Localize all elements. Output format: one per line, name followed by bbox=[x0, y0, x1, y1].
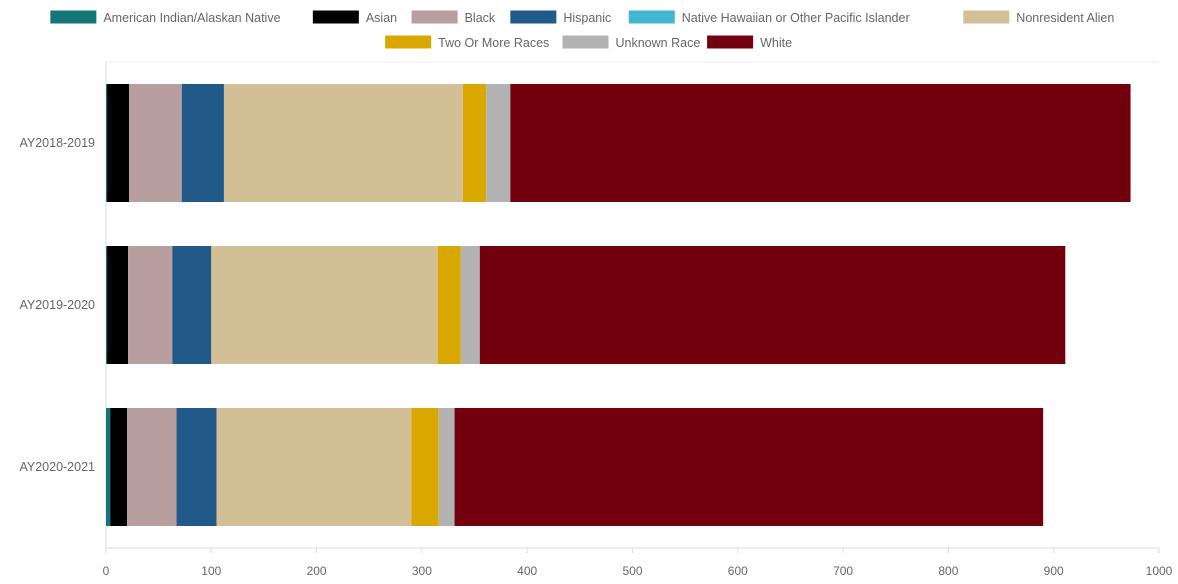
bar-american-indian-alaskan-native-ay2018-2019[interactable] bbox=[106, 84, 108, 202]
legend-item-hispanic[interactable]: Hispanic bbox=[510, 10, 611, 26]
bar-white-ay2019-2020[interactable] bbox=[479, 246, 1066, 364]
bar-hispanic-ay2019-2020[interactable] bbox=[172, 246, 212, 364]
legend-item-white[interactable]: White bbox=[707, 35, 792, 51]
bar-nonresident-alien-ay2018-2019[interactable] bbox=[223, 84, 463, 202]
bar-unknown-race-ay2020-2021[interactable] bbox=[438, 408, 455, 526]
x-tick-label: 100 bbox=[201, 564, 221, 578]
category-label-ay2020-2021: AY2020-2021 bbox=[19, 460, 95, 474]
value-axis: 0 100 200 300 400 500 600 700 800 900 1000 bbox=[103, 548, 1173, 578]
legend-label: Hispanic bbox=[563, 11, 611, 25]
bar-asian-ay2019-2020[interactable] bbox=[107, 246, 129, 364]
category-axis: AY2018-2019 AY2019-2020 AY2020-2021 bbox=[19, 136, 95, 474]
bar-two-or-more-races-ay2018-2019[interactable] bbox=[462, 84, 487, 202]
bar-two-or-more-races-ay2019-2020[interactable] bbox=[437, 246, 461, 364]
x-tick-label: 500 bbox=[622, 564, 642, 578]
legend-item-american-indian-alaskan-native[interactable]: American Indian/Alaskan Native bbox=[50, 10, 281, 26]
legend-label: American Indian/Alaskan Native bbox=[103, 11, 280, 25]
bar-unknown-race-ay2018-2019[interactable] bbox=[486, 84, 511, 202]
x-tick-label: 900 bbox=[1044, 564, 1064, 578]
bar-black-ay2020-2021[interactable] bbox=[127, 408, 177, 526]
legend-label: Nonresident Alien bbox=[1016, 11, 1114, 25]
legend-swatch bbox=[963, 10, 1010, 24]
legend-item-nonresident-alien[interactable]: Nonresident Alien bbox=[963, 10, 1114, 26]
legend-swatch bbox=[707, 35, 754, 49]
x-tick-label: 600 bbox=[728, 564, 748, 578]
legend-label: Asian bbox=[366, 11, 397, 25]
bar-black-ay2018-2019[interactable] bbox=[129, 84, 182, 202]
bars bbox=[106, 84, 1131, 526]
bar-unknown-race-ay2019-2020[interactable] bbox=[460, 246, 480, 364]
bar-asian-ay2018-2019[interactable] bbox=[107, 84, 130, 202]
bar-american-indian-alaskan-native-ay2020-2021[interactable] bbox=[106, 408, 111, 526]
legend-label: Black bbox=[465, 11, 496, 25]
x-tick-label: 200 bbox=[307, 564, 327, 578]
legend-item-native-hawaiian-or-other-pacific-islander[interactable]: Native Hawaiian or Other Pacific Islande… bbox=[628, 10, 910, 26]
legend-label: Unknown Race bbox=[616, 36, 701, 50]
legend-swatch bbox=[510, 10, 557, 24]
category-label-ay2019-2020: AY2019-2020 bbox=[19, 298, 95, 312]
bar-white-ay2020-2021[interactable] bbox=[454, 408, 1044, 526]
x-tick-label: 800 bbox=[938, 564, 958, 578]
bar-asian-ay2020-2021[interactable] bbox=[110, 408, 128, 526]
legend-label: White bbox=[760, 36, 792, 50]
legend-item-two-or-more-races[interactable]: Two Or More Races bbox=[385, 35, 549, 51]
bar-nonresident-alien-ay2019-2020[interactable] bbox=[211, 246, 438, 364]
bar-group-ay2020-2021 bbox=[106, 408, 1044, 526]
x-tick-label: 700 bbox=[833, 564, 853, 578]
x-tick-label: 1000 bbox=[1146, 564, 1173, 578]
bar-nonresident-alien-ay2020-2021[interactable] bbox=[216, 408, 412, 526]
legend-swatch bbox=[411, 10, 458, 24]
legend-swatch bbox=[50, 10, 97, 24]
x-tick-label: 0 bbox=[103, 564, 110, 578]
legend: American Indian/Alaskan Native Asian Black… bbox=[50, 10, 1114, 51]
category-label-ay2018-2019: AY2018-2019 bbox=[19, 136, 95, 150]
legend-item-black[interactable]: Black bbox=[411, 10, 496, 26]
legend-swatch bbox=[385, 35, 432, 49]
x-tick-label: 300 bbox=[412, 564, 432, 578]
legend-item-asian[interactable]: Asian bbox=[312, 10, 397, 26]
bar-hispanic-ay2018-2019[interactable] bbox=[181, 84, 224, 202]
legend-label: Native Hawaiian or Other Pacific Islande… bbox=[682, 11, 910, 25]
bar-group-ay2018-2019 bbox=[106, 84, 1131, 202]
legend-swatch bbox=[628, 10, 675, 24]
bar-white-ay2018-2019[interactable] bbox=[510, 84, 1131, 202]
bar-american-indian-alaskan-native-ay2019-2020[interactable] bbox=[106, 246, 108, 364]
bar-black-ay2019-2020[interactable] bbox=[128, 246, 173, 364]
bar-hispanic-ay2020-2021[interactable] bbox=[176, 408, 217, 526]
legend-label: Two Or More Races bbox=[438, 36, 549, 50]
bar-two-or-more-races-ay2020-2021[interactable] bbox=[411, 408, 439, 526]
bar-group-ay2019-2020 bbox=[106, 246, 1066, 364]
legend-swatch bbox=[312, 10, 359, 24]
x-tick-label: 400 bbox=[517, 564, 537, 578]
legend-swatch bbox=[562, 35, 609, 49]
legend-item-unknown-race[interactable]: Unknown Race bbox=[562, 35, 701, 51]
